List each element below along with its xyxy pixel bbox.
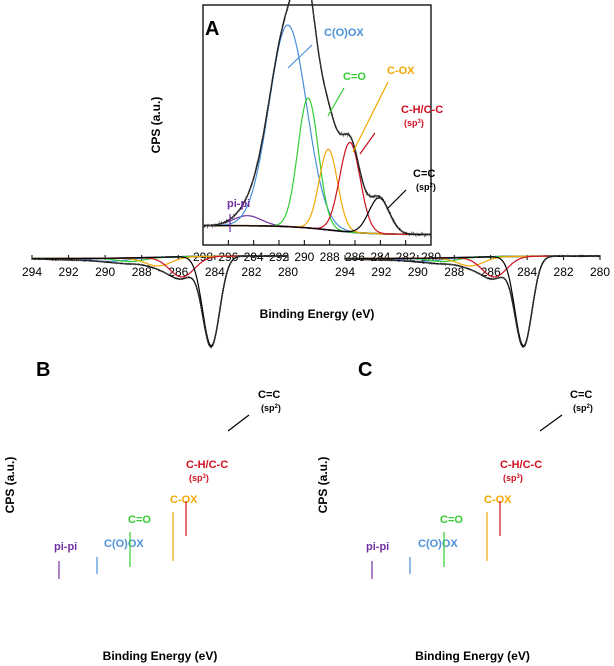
x-tick-label-294: 294: [335, 265, 355, 279]
label-c-h-c-c-hybrid: (sp3): [404, 118, 424, 128]
label-c-o: C=O: [440, 514, 463, 526]
label-c-o-ox: C(O)OX: [418, 538, 458, 550]
hybrid-prefix: (sp: [416, 182, 430, 192]
y-axis-label: CPS (a.u.): [149, 97, 163, 154]
hybrid-close: ): [278, 403, 281, 413]
leader-c-c: [539, 414, 563, 432]
label-c-c: C=C: [413, 168, 435, 180]
label-c-c: C=C: [258, 389, 280, 401]
label-c-c-hybrid: (sp2): [416, 182, 436, 192]
x-tick-label-288: 288: [320, 250, 340, 264]
label-c-h-c-c-hybrid: (sp3): [189, 473, 209, 483]
hybrid-close: ): [421, 118, 424, 128]
panel-letter: C: [358, 359, 372, 381]
hybrid-close: ): [590, 403, 593, 413]
leader-c-o: [327, 87, 345, 117]
x-tick-label-286: 286: [481, 265, 501, 279]
label-c-h-c-c: C-H/C-C: [401, 104, 443, 116]
x-tick-label-290: 290: [408, 265, 428, 279]
panel-letter: A: [205, 18, 219, 40]
hybrid-superscript: 3: [517, 474, 521, 480]
x-tick-label-292: 292: [59, 265, 79, 279]
x-tick-label-284: 284: [517, 265, 537, 279]
x-tick-label-294: 294: [22, 265, 42, 279]
hybrid-superscript: 2: [587, 404, 591, 410]
hybrid-close: ): [433, 182, 436, 192]
hybrid-superscript: 2: [275, 404, 279, 410]
leader-c-c: [227, 414, 250, 432]
hybrid-prefix: (sp: [404, 118, 418, 128]
x-tick-label-292: 292: [371, 265, 391, 279]
x-tick-label-284: 284: [370, 250, 390, 264]
panel-b: 294 292 290 288 286 284 282 280 Binding Energy (…: [3, 254, 298, 663]
x-axis-label: Binding Energy (eV): [103, 649, 218, 663]
leader-c-h-c-c: [359, 132, 376, 155]
label-c-o-ox: C(O)OX: [104, 538, 144, 550]
panel-c: 294 292 290 288 286 284 282 280 Binding Energy (…: [316, 254, 610, 663]
label-c-ox: C-OX: [170, 494, 198, 506]
raw-data: [202, 0, 432, 238]
label-c-h-c-c-hybrid: (sp3): [503, 473, 523, 483]
label-c-h-c-c: C-H/C-C: [500, 459, 542, 471]
hybrid-close: ): [206, 473, 209, 483]
x-tick-label-282: 282: [241, 265, 261, 279]
y-axis-label: CPS (a.u.): [3, 457, 17, 514]
hybrid-superscript: 3: [203, 474, 207, 480]
x-tick-label-288: 288: [132, 265, 152, 279]
raw-data: [344, 254, 601, 348]
panel-letter: B: [36, 359, 50, 381]
x-tick-label-286: 286: [168, 265, 188, 279]
x-tick-label-290: 290: [294, 250, 314, 264]
label-pi-pi: pi-pi: [227, 198, 250, 210]
hybrid-prefix: (sp: [503, 473, 517, 483]
envelope-fit: [32, 255, 288, 348]
label-c-c: C=C: [570, 389, 592, 401]
y-axis-label: CPS (a.u.): [316, 457, 330, 514]
hybrid-prefix: (sp: [189, 473, 203, 483]
hybrid-prefix: (sp: [261, 403, 275, 413]
label-c-c-hybrid: (sp2): [261, 403, 281, 413]
x-tick-label-280: 280: [590, 265, 610, 279]
label-c-h-c-c: C-H/C-C: [186, 459, 228, 471]
leader-c-ox: [352, 81, 389, 153]
leader-c-c: [387, 189, 407, 209]
x-tick-label-280: 280: [278, 265, 298, 279]
label-pi-pi: pi-pi: [366, 541, 389, 553]
label-c-ox: C-OX: [484, 494, 512, 506]
peak-c-ox: [203, 148, 431, 235]
label-c-ox: C-OX: [387, 65, 415, 77]
label-pi-pi: pi-pi: [54, 541, 77, 553]
leader-c-o-ox: [287, 44, 313, 69]
hybrid-prefix: (sp: [573, 403, 587, 413]
plot-frame: [202, 4, 432, 246]
x-axis-label: Binding Energy (eV): [260, 307, 375, 321]
hybrid-superscript: 3: [418, 119, 422, 125]
x-tick-label-284: 284: [205, 265, 225, 279]
hybrid-superscript: 2: [430, 183, 434, 189]
x-tick-label-288: 288: [444, 265, 464, 279]
label-c-c-hybrid: (sp2): [573, 403, 593, 413]
x-tick-label-290: 290: [95, 265, 115, 279]
hybrid-close: ): [520, 473, 523, 483]
label-c-o: C=O: [343, 71, 366, 83]
label-c-o-ox: C(O)OX: [324, 27, 364, 39]
x-tick-label-286: 286: [345, 250, 365, 264]
label-c-o: C=O: [128, 514, 151, 526]
x-axis-label: Binding Energy (eV): [415, 649, 530, 663]
x-tick-label-292: 292: [269, 250, 289, 264]
x-tick-label-282: 282: [554, 265, 574, 279]
